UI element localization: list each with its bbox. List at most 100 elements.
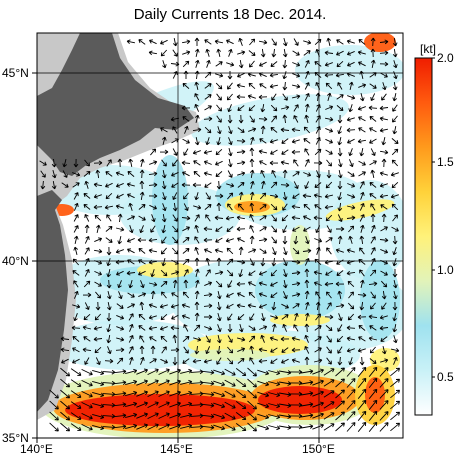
current-arrow (115, 204, 124, 209)
current-arrow (281, 149, 289, 155)
current-arrow (127, 248, 135, 254)
current-arrow (215, 237, 223, 243)
current-arrow (72, 335, 80, 342)
current-arrow (70, 412, 82, 420)
current-arrow (106, 279, 112, 289)
current-arrow (258, 94, 268, 100)
current-arrow (160, 335, 168, 343)
current-arrow (271, 236, 277, 244)
current-arrow (282, 235, 288, 245)
current-arrow (257, 369, 270, 376)
current-arrow (392, 247, 397, 256)
current-arrow (282, 258, 288, 267)
colorbar-unit-label: [kt] (420, 42, 436, 56)
current-arrow (360, 279, 365, 289)
current-arrow (236, 281, 246, 287)
current-arrow (238, 269, 243, 278)
current-arrow (182, 138, 190, 144)
current-arrow (292, 281, 301, 287)
current-arrow (136, 368, 148, 375)
current-arrow (147, 423, 159, 431)
current-arrow (260, 125, 266, 135)
current-arrow (182, 171, 190, 177)
current-arrow (180, 379, 193, 385)
current-arrow (379, 61, 389, 67)
current-arrow (379, 116, 388, 122)
current-arrow (227, 159, 233, 168)
current-arrow (370, 59, 376, 68)
current-arrow (379, 50, 389, 56)
current-arrow (216, 93, 222, 101)
current-arrow (238, 114, 244, 124)
current-arrow (239, 323, 244, 333)
current-arrow (193, 337, 202, 342)
current-arrow (228, 137, 233, 146)
current-arrow (227, 323, 233, 333)
current-arrow (84, 214, 90, 222)
current-arrow (83, 280, 91, 288)
current-arrow (302, 248, 312, 254)
speed-patch (255, 260, 345, 320)
current-arrow (368, 377, 378, 388)
current-arrow (194, 290, 200, 300)
current-arrow (94, 270, 102, 276)
current-arrow (348, 225, 355, 233)
current-arrow (194, 37, 200, 46)
current-arrow (113, 380, 127, 385)
current-arrow (369, 83, 377, 89)
current-arrow (359, 356, 365, 366)
current-arrow (346, 336, 355, 342)
current-arrow (217, 126, 222, 135)
current-arrow (158, 390, 170, 397)
current-arrow (139, 225, 144, 234)
current-arrow (291, 83, 301, 89)
current-arrow (261, 180, 266, 190)
current-arrow (214, 270, 224, 276)
current-arrow (282, 114, 288, 124)
current-arrow (293, 159, 299, 167)
current-arrow (369, 138, 377, 144)
current-arrow (136, 412, 148, 419)
current-arrow (304, 181, 310, 189)
current-arrow (380, 280, 388, 288)
current-arrow (170, 116, 179, 122)
current-arrow (359, 301, 365, 311)
current-arrow (40, 180, 46, 190)
current-arrow (237, 259, 246, 265)
current-arrow (391, 138, 399, 145)
current-arrow (303, 50, 311, 56)
current-arrow (172, 192, 178, 200)
current-arrow (194, 214, 200, 222)
current-arrow (227, 346, 234, 354)
current-arrow (161, 159, 167, 167)
current-arrow (139, 169, 145, 179)
current-arrow (136, 423, 148, 430)
current-arrow (249, 313, 255, 321)
current-arrow (370, 37, 376, 47)
current-arrow (84, 159, 90, 167)
current-arrow (226, 93, 233, 101)
current-arrow (161, 214, 167, 223)
current-arrow (148, 248, 157, 254)
current-arrow (269, 336, 278, 341)
current-arrow (282, 323, 288, 332)
current-arrow (92, 413, 105, 420)
current-arrow (106, 335, 112, 344)
current-arrow (392, 115, 398, 123)
current-arrow (106, 246, 112, 256)
current-arrow (204, 248, 212, 254)
current-arrow (268, 381, 281, 387)
current-arrow (172, 279, 178, 289)
current-arrow (113, 413, 127, 418)
current-arrow (271, 48, 277, 58)
current-arrow (268, 425, 281, 431)
current-arrow (70, 423, 82, 431)
current-arrow (226, 303, 234, 309)
current-arrow (301, 413, 314, 418)
current-arrow (213, 380, 226, 387)
current-arrow (390, 172, 399, 177)
current-arrow (82, 292, 92, 298)
current-arrow (160, 39, 168, 45)
current-arrow (247, 422, 257, 432)
current-arrow (128, 158, 134, 167)
